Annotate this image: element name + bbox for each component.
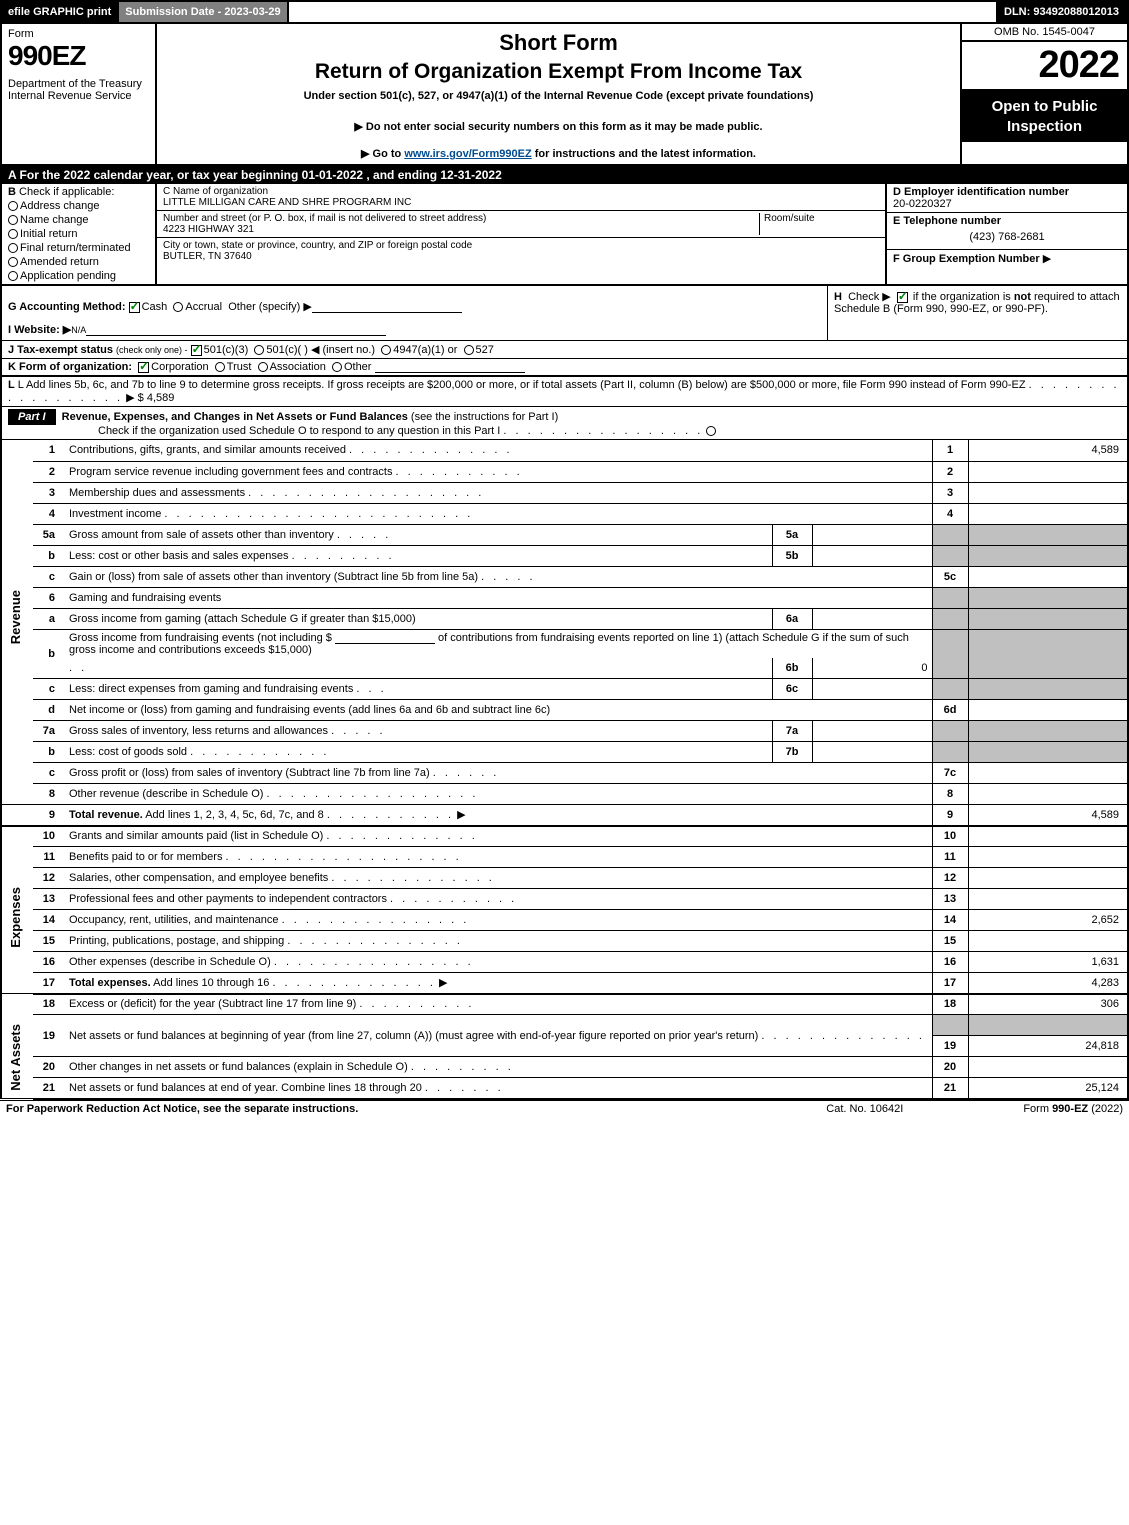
phone: (423) 768-2681 (893, 227, 1121, 247)
dept-label: Department of the Treasury Internal Reve… (8, 78, 149, 102)
chk-501c[interactable] (254, 345, 264, 355)
website-val: N/A (71, 325, 86, 335)
chk-cash[interactable] (129, 302, 140, 313)
street-row: Number and street (or P. O. box, if mail… (157, 211, 885, 238)
room-label: Room/suite (764, 213, 879, 224)
chk-schedule-b[interactable] (897, 292, 908, 303)
part-i-title: Revenue, Expenses, and Changes in Net As… (62, 411, 408, 423)
city-row: City or town, state or province, country… (157, 238, 885, 264)
chk-trust[interactable] (215, 362, 225, 372)
row-g: G Accounting Method: Cash Accrual Other … (0, 286, 1129, 341)
block-bcdef: B Check if applicable: Address change Na… (0, 184, 1129, 286)
col-b: B Check if applicable: Address change Na… (2, 184, 157, 284)
chk-final-return[interactable]: Final return/terminated (8, 242, 149, 254)
line17-val: 4,283 (968, 973, 1128, 994)
chk-name-change[interactable]: Name change (8, 214, 149, 226)
chk-schedule-o-parti[interactable] (706, 426, 716, 436)
side-netassets: Net Assets (8, 1024, 23, 1091)
line21-val: 25,124 (968, 1078, 1128, 1099)
row-k: K Form of organization: Corporation Trus… (0, 359, 1129, 377)
irs-link[interactable]: www.irs.gov/Form990EZ (404, 148, 531, 160)
subtitle-under: Under section 501(c), 527, or 4947(a)(1)… (163, 90, 954, 102)
top-bar: efile GRAPHIC print Submission Date - 20… (0, 0, 1129, 24)
gross-receipts: ▶ $ 4,589 (126, 392, 174, 404)
title-short: Short Form (163, 30, 954, 56)
ein: 20-0220327 (893, 198, 952, 210)
footer-right: Form 990-EZ (2022) (1023, 1103, 1123, 1115)
omb-number: OMB No. 1545-0047 (962, 24, 1127, 42)
group-exemption-row: F Group Exemption Number ▶ (887, 250, 1127, 267)
chk-initial-return[interactable]: Initial return (8, 228, 149, 240)
street: 4223 HIGHWAY 321 (163, 224, 759, 235)
chk-accrual[interactable] (173, 302, 183, 312)
side-expenses: Expenses (8, 887, 23, 948)
line1-val: 4,589 (968, 440, 1128, 461)
part-i-table: Revenue 1Contributions, gifts, grants, a… (0, 440, 1129, 1100)
part-i-tag: Part I (8, 409, 56, 425)
chk-address-change[interactable]: Address change (8, 200, 149, 212)
chk-other-org[interactable] (332, 362, 342, 372)
phone-row: E Telephone number (423) 768-2681 (887, 213, 1127, 250)
footer-catno: Cat. No. 10642I (826, 1103, 903, 1115)
chk-corporation[interactable] (138, 362, 149, 373)
line6b-val: 0 (812, 658, 932, 679)
other-specify-input[interactable] (312, 312, 462, 313)
row-l: L L Add lines 5b, 6c, and 7b to line 9 t… (0, 377, 1129, 407)
header-center: Short Form Return of Organization Exempt… (157, 24, 962, 164)
instruction-goto: ▶ Go to www.irs.gov/Form990EZ for instru… (163, 147, 954, 160)
side-revenue: Revenue (8, 590, 23, 644)
page-footer: For Paperwork Reduction Act Notice, see … (0, 1100, 1129, 1117)
line14-val: 2,652 (968, 910, 1128, 931)
b-text: Check if applicable: (19, 186, 114, 198)
i-label: I Website: ▶ (8, 324, 71, 336)
submission-date: Submission Date - 2023-03-29 (119, 2, 288, 22)
header-left: Form 990EZ Department of the Treasury In… (2, 24, 157, 164)
dln: DLN: 93492088012013 (996, 2, 1127, 22)
other-org-input[interactable] (375, 372, 525, 373)
chk-527[interactable] (464, 345, 474, 355)
efile-label[interactable]: efile GRAPHIC print (2, 2, 119, 22)
open-inspection: Open to Public Inspection (962, 91, 1127, 142)
tax-year: 2022 (962, 42, 1127, 91)
chk-501c3[interactable] (191, 345, 202, 356)
line19-val: 24,818 (968, 1036, 1128, 1057)
part-i-header-row: Part I Revenue, Expenses, and Changes in… (0, 407, 1129, 440)
col-c: C Name of organization LITTLE MILLIGAN C… (157, 184, 887, 284)
title-return: Return of Organization Exempt From Incom… (163, 60, 954, 84)
row-j: J Tax-exempt status (check only one) - 5… (0, 341, 1129, 359)
org-name-row: C Name of organization LITTLE MILLIGAN C… (157, 184, 885, 211)
part-i-check: Check if the organization used Schedule … (8, 425, 1121, 437)
form-header: Form 990EZ Department of the Treasury In… (0, 24, 1129, 166)
org-name: LITTLE MILLIGAN CARE AND SHRE PROGRARM I… (163, 197, 879, 208)
instruction-donot: ▶ Do not enter social security numbers o… (163, 120, 954, 133)
footer-left: For Paperwork Reduction Act Notice, see … (6, 1103, 358, 1115)
line18-val: 306 (968, 994, 1128, 1015)
chk-amended-return[interactable]: Amended return (8, 256, 149, 268)
form-word: Form (8, 28, 149, 40)
form-number: 990EZ (8, 40, 149, 72)
city: BUTLER, TN 37640 (163, 251, 879, 262)
line16-val: 1,631 (968, 952, 1128, 973)
chk-association[interactable] (258, 362, 268, 372)
chk-application-pending[interactable]: Application pending (8, 270, 149, 282)
row-a-period: A For the 2022 calendar year, or tax yea… (0, 166, 1129, 184)
row-h: H Check ▶ if the organization is not req… (827, 286, 1127, 340)
ein-row: D Employer identification number 20-0220… (887, 184, 1127, 213)
chk-4947[interactable] (381, 345, 391, 355)
b-head: B (8, 186, 16, 198)
g-label: G Accounting Method: (8, 301, 126, 313)
header-right: OMB No. 1545-0047 2022 Open to Public In… (962, 24, 1127, 164)
col-def: D Employer identification number 20-0220… (887, 184, 1127, 284)
line9-val: 4,589 (968, 805, 1128, 826)
